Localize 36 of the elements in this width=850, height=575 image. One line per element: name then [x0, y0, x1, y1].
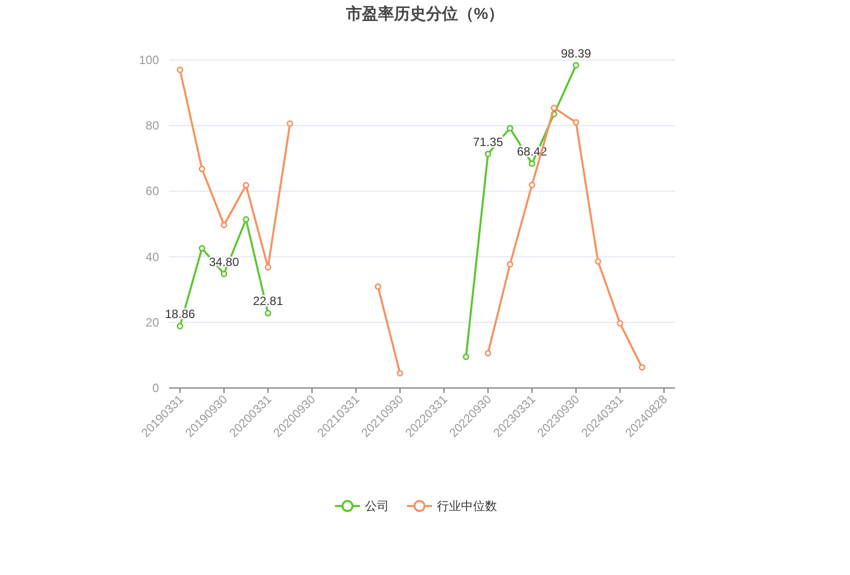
- point: [484, 350, 492, 356]
- point: [220, 270, 228, 278]
- point: [242, 182, 250, 189]
- point: [198, 245, 206, 252]
- y-tick-label: 100: [138, 53, 160, 67]
- y-tick-label: 20: [146, 315, 160, 330]
- point: [506, 124, 514, 132]
- point: [396, 370, 404, 376]
- point: [264, 310, 272, 316]
- point: [484, 150, 492, 158]
- point: [242, 216, 250, 223]
- point: [616, 320, 624, 327]
- point: [506, 261, 514, 268]
- y-tick-label: 80: [146, 118, 160, 133]
- point: [528, 182, 536, 188]
- point: [572, 62, 580, 69]
- data-label: 98.39: [560, 46, 592, 60]
- point: [176, 66, 184, 74]
- point: [638, 364, 646, 371]
- y-tick-label: 40: [146, 250, 160, 264]
- point: [374, 283, 382, 290]
- point: [594, 258, 602, 265]
- point: [198, 166, 206, 172]
- point: [264, 264, 272, 271]
- point: [176, 322, 184, 330]
- point: [528, 160, 536, 167]
- legend-label: 行业中位数: [437, 499, 497, 513]
- point: [220, 222, 228, 228]
- point: [572, 119, 580, 126]
- y-tick-label: 0: [152, 381, 160, 395]
- point: [550, 104, 558, 112]
- point: [286, 120, 294, 127]
- y-tick-label: 60: [146, 184, 160, 198]
- legend-label: 公司: [365, 499, 389, 513]
- point: [462, 354, 470, 360]
- chart-title: 市盈率历史分位（%）: [344, 4, 504, 23]
